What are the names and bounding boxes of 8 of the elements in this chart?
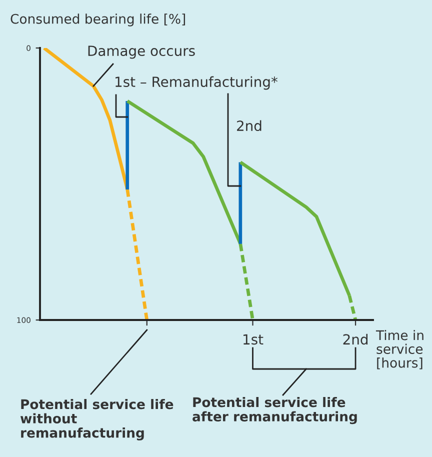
text: Potential service life without remanufacturing: [20, 399, 174, 440]
annotation: Damage occurs: [88, 46, 195, 59]
y-axis-title: Consumed bearing life [%]: [10, 14, 186, 26]
text: Potential service life after remanufacturing: [192, 397, 357, 424]
x-tick-label: 1st: [244, 334, 264, 345]
x-axis-title: Time in service [hours]: [376, 330, 424, 370]
annotation: 1st – Remanufacturing*: [116, 76, 278, 90]
annotation: 2nd: [237, 120, 262, 132]
